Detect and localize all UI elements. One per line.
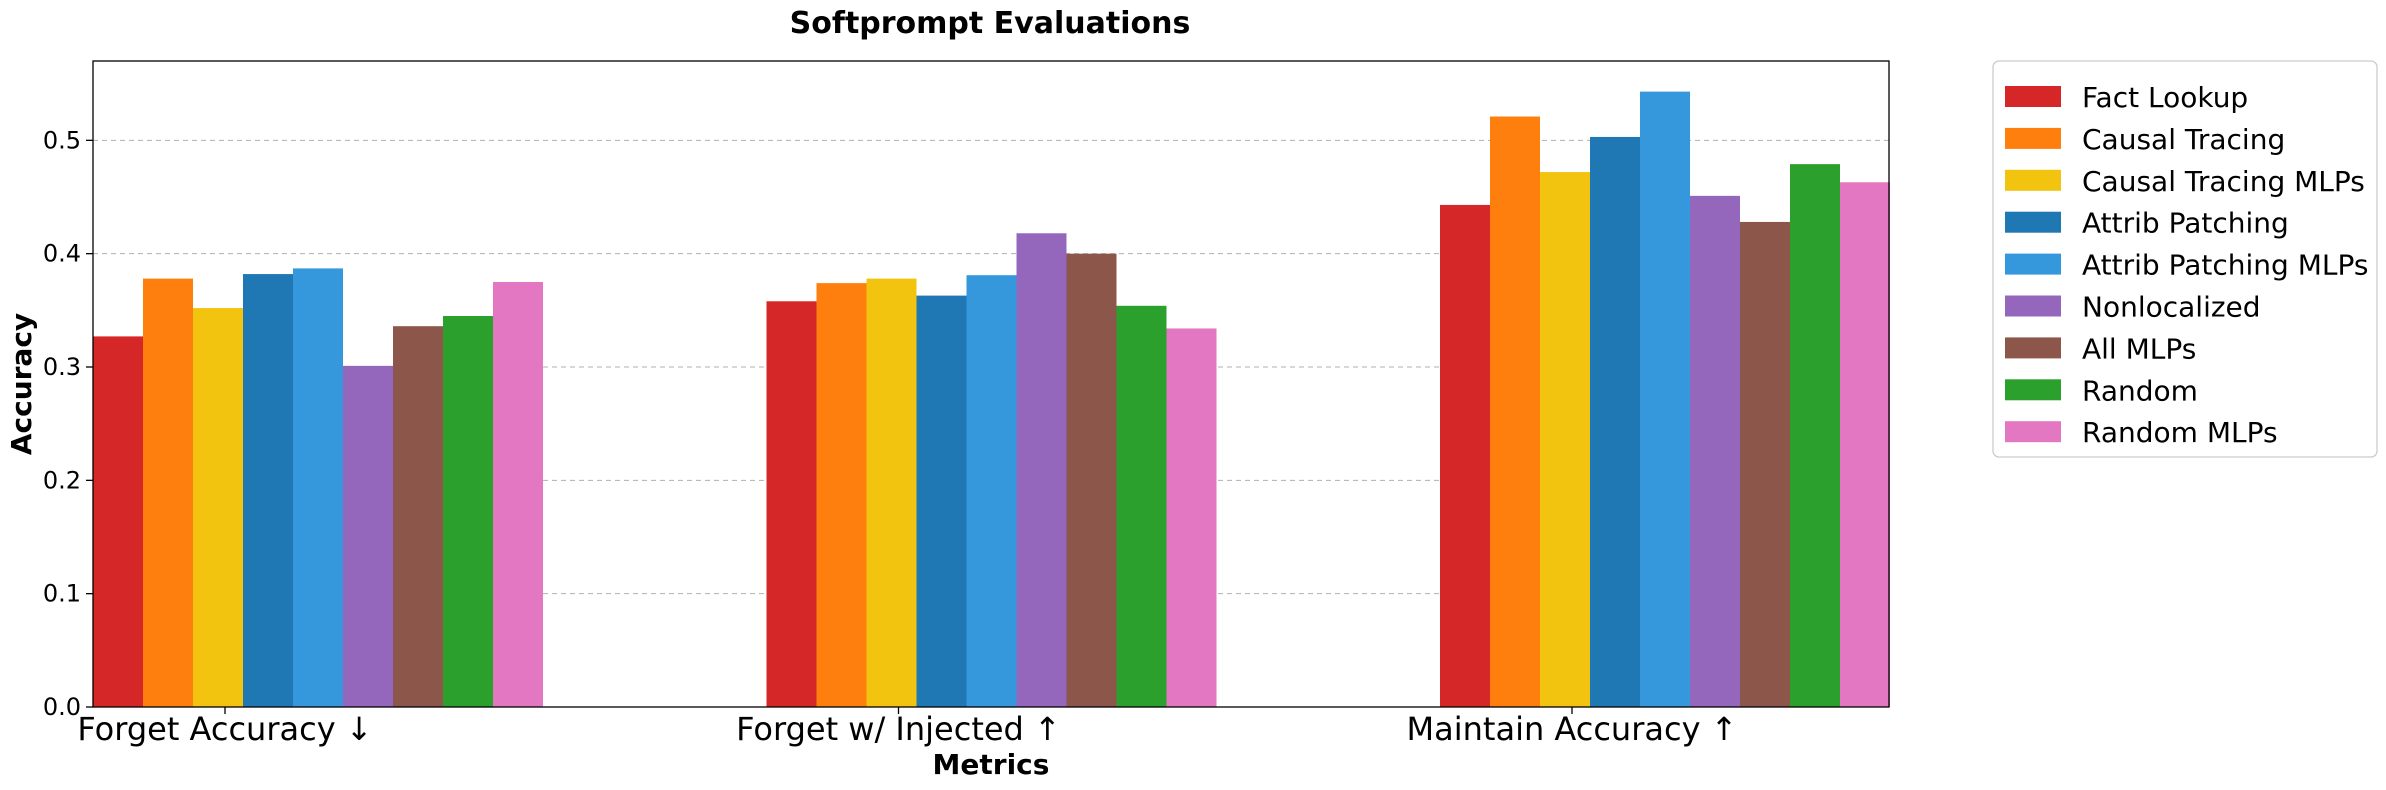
bar bbox=[1640, 91, 1690, 708]
bar bbox=[916, 295, 967, 707]
x-tick-label: Forget w/ Injected ↑ bbox=[736, 710, 1061, 748]
y-tick-label: 0.2 bbox=[43, 466, 81, 494]
y-tick-label: 0.0 bbox=[43, 693, 81, 721]
legend-swatch bbox=[2005, 86, 2061, 107]
bar bbox=[193, 308, 243, 707]
legend-label: Causal Tracing MLPs bbox=[2082, 165, 2365, 198]
y-tick-label: 0.3 bbox=[43, 353, 81, 381]
legend-label: Nonlocalized bbox=[2082, 291, 2261, 324]
y-axis-title: Accuracy bbox=[5, 313, 38, 455]
x-axis-title: Metrics bbox=[933, 748, 1050, 781]
legend: Fact Lookup Causal Tracing Causal Tracing … bbox=[1992, 60, 2378, 458]
bar bbox=[1840, 182, 1890, 707]
legend-label: All MLPs bbox=[2082, 332, 2196, 365]
bar bbox=[1016, 233, 1067, 707]
y-tick-label: 0.1 bbox=[43, 580, 81, 608]
legend-swatch bbox=[2005, 421, 2061, 443]
y-tick-label: 0.4 bbox=[43, 240, 81, 268]
bar bbox=[1066, 253, 1117, 707]
bar bbox=[393, 326, 443, 707]
bar bbox=[1116, 305, 1167, 707]
plot-frame bbox=[92, 60, 1890, 708]
legend-swatch bbox=[2005, 379, 2061, 401]
bar bbox=[1590, 136, 1640, 707]
legend-swatch bbox=[2005, 295, 2061, 317]
legend-swatch bbox=[2005, 253, 2061, 275]
legend-frame bbox=[1992, 60, 2378, 458]
bar bbox=[243, 274, 293, 707]
x-tick-label: Maintain Accuracy ↑ bbox=[1407, 710, 1738, 748]
chart-title: Softprompt Evaluations bbox=[790, 6, 1191, 41]
y-tick-label: 0.5 bbox=[43, 126, 81, 154]
legend-swatch bbox=[2005, 169, 2061, 191]
bar bbox=[1490, 116, 1540, 708]
legend-label: Fact Lookup bbox=[2082, 81, 2248, 114]
bar bbox=[143, 278, 193, 707]
legend-label: Random MLPs bbox=[2082, 416, 2278, 449]
bars bbox=[93, 91, 1890, 708]
bar bbox=[1540, 172, 1590, 708]
bar bbox=[93, 336, 143, 707]
legend-swatch bbox=[2005, 127, 2061, 149]
x-axis-ticks: Forget Accuracy ↓ Forget w/ Injected ↑ Mai… bbox=[77, 707, 1737, 748]
legend-swatch bbox=[2005, 211, 2061, 233]
y-axis-ticks: 0.0 0.1 0.2 0.3 0.4 0.5 bbox=[43, 126, 93, 721]
bar bbox=[1740, 221, 1790, 707]
bar bbox=[443, 316, 493, 707]
bar bbox=[293, 268, 343, 707]
bar bbox=[1790, 164, 1840, 708]
legend-label: Causal Tracing bbox=[2082, 123, 2285, 156]
bar bbox=[816, 283, 867, 707]
bar bbox=[866, 278, 917, 707]
bar bbox=[966, 275, 1017, 707]
legend-label: Random bbox=[2082, 374, 2198, 407]
legend-label: Attrib Patching bbox=[2082, 207, 2289, 240]
legend-label: Attrib Patching MLPs bbox=[2082, 249, 2368, 282]
bar bbox=[766, 301, 817, 707]
bar bbox=[343, 365, 393, 707]
bar bbox=[1166, 328, 1217, 707]
legend-swatch bbox=[2005, 337, 2061, 359]
bar bbox=[493, 282, 543, 707]
x-tick-label: Forget Accuracy ↓ bbox=[77, 710, 372, 748]
bar bbox=[1440, 204, 1490, 707]
bar bbox=[1690, 195, 1740, 707]
